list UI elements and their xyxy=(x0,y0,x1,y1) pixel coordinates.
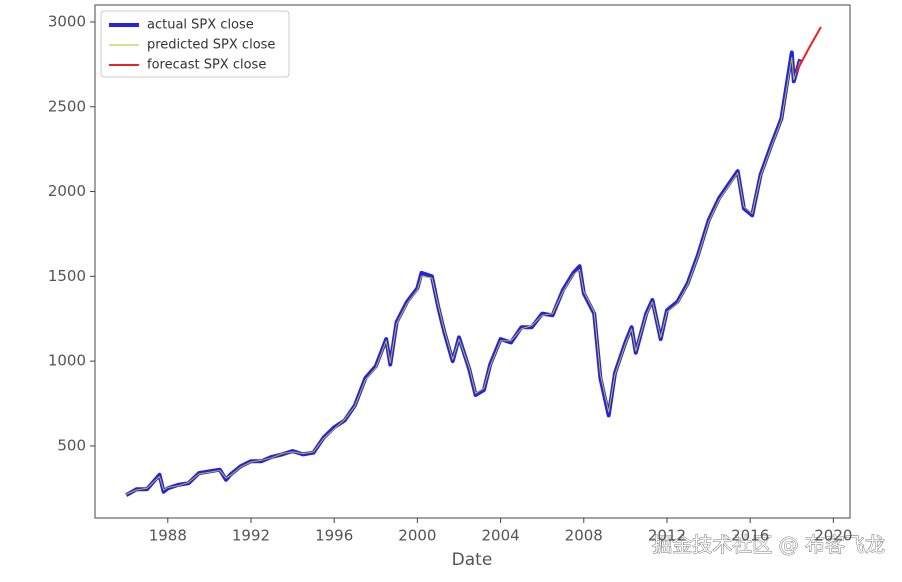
legend-box xyxy=(100,10,290,78)
x-tick-label: 2004 xyxy=(481,527,519,545)
series-line xyxy=(125,50,803,497)
x-tick-label: 1992 xyxy=(232,527,270,545)
legend-label: forecast SPX close xyxy=(147,58,266,73)
series-line xyxy=(126,57,801,495)
legend-label: actual SPX close xyxy=(147,18,254,33)
x-tick-label: 2020 xyxy=(814,527,852,545)
series-line xyxy=(795,26,822,74)
legend: actual SPX close predicted SPX close forec… xyxy=(100,10,290,78)
plot-frame xyxy=(94,4,851,519)
y-tick-label: 500 xyxy=(57,436,86,454)
x-tick-label: 2008 xyxy=(565,527,603,545)
y-tick-label: 3000 xyxy=(48,12,86,30)
y-tick-label: 1000 xyxy=(48,352,86,370)
y-tick-label: 1500 xyxy=(48,267,86,285)
x-tick-label: 1996 xyxy=(315,527,353,545)
y-tick-label: 2500 xyxy=(48,97,86,115)
x-axis-label: Date xyxy=(452,550,493,570)
x-tick-label: 2016 xyxy=(731,527,769,545)
x-tick-label: 1988 xyxy=(149,527,187,545)
x-tick-label: 2000 xyxy=(398,527,436,545)
legend-label: predicted SPX close xyxy=(147,38,275,53)
y-tick-label: 2000 xyxy=(48,182,86,200)
x-tick-label: 2012 xyxy=(648,527,686,545)
watermark: 掘金技术社区 @ 布客飞龙 xyxy=(652,533,885,557)
